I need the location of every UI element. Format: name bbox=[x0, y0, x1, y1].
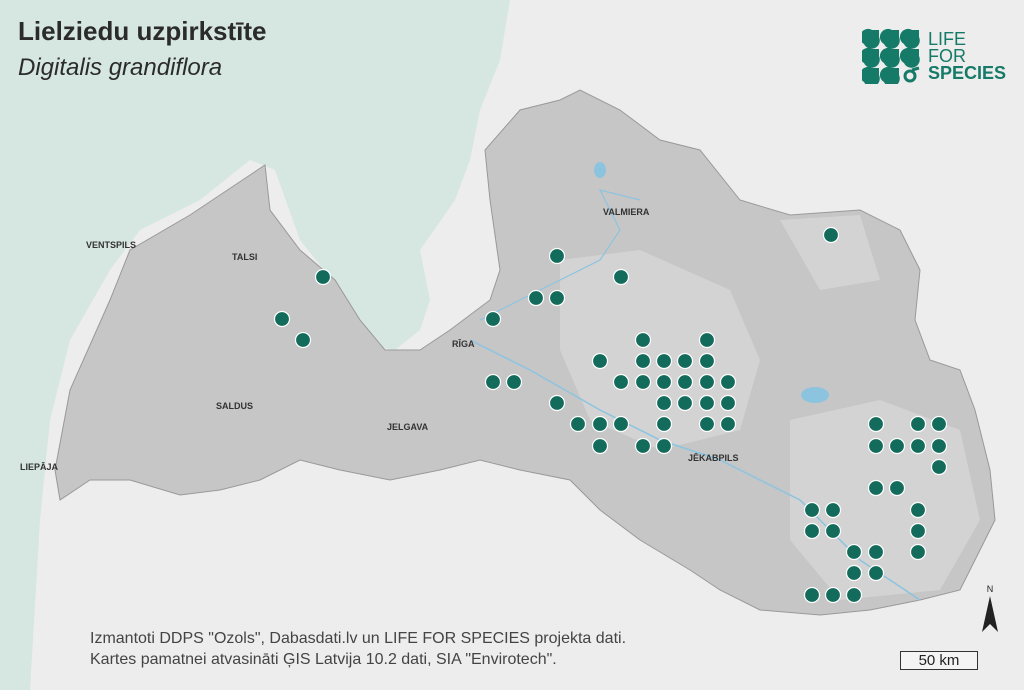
north-arrow-icon bbox=[982, 596, 998, 632]
occurrence-point bbox=[612, 415, 630, 433]
logo-line1: LIFE bbox=[928, 28, 967, 49]
occurrence-point bbox=[314, 268, 332, 286]
occurrence-point bbox=[822, 226, 840, 244]
occurrence-point bbox=[867, 564, 885, 582]
occurrence-point bbox=[676, 352, 694, 370]
city-label: TALSI bbox=[232, 252, 258, 262]
occurrence-point bbox=[824, 586, 842, 604]
occurrence-point bbox=[888, 437, 906, 455]
occurrence-point bbox=[612, 373, 630, 391]
occurrence-point bbox=[527, 289, 545, 307]
occurrence-point bbox=[909, 543, 927, 561]
occurrence-point bbox=[909, 522, 927, 540]
occurrence-point bbox=[548, 289, 566, 307]
occurrence-point bbox=[909, 437, 927, 455]
eastern-highlands bbox=[560, 215, 980, 600]
sea bbox=[0, 0, 510, 690]
city-label: RĪGA bbox=[452, 339, 475, 349]
life-for-species-logo: LIFE FOR SPECIES bbox=[862, 28, 1006, 84]
scale-bar: 50 km bbox=[900, 651, 978, 670]
occurrence-point bbox=[867, 437, 885, 455]
occurrence-point bbox=[655, 394, 673, 412]
occurrence-point bbox=[591, 352, 609, 370]
city-label: VENTSPILS bbox=[86, 240, 137, 250]
occurrence-point bbox=[484, 373, 502, 391]
occurrence-point bbox=[655, 352, 673, 370]
occurrence-point bbox=[655, 415, 673, 433]
occurrence-point bbox=[655, 373, 673, 391]
occurrence-point bbox=[612, 268, 630, 286]
occurrence-point bbox=[824, 501, 842, 519]
occurrence-point bbox=[548, 247, 566, 265]
occurrence-point bbox=[888, 479, 906, 497]
logo-line3: SPECIES bbox=[928, 62, 1007, 83]
occurrence-point bbox=[676, 373, 694, 391]
occurrence-point bbox=[698, 331, 716, 349]
occurrence-point bbox=[930, 437, 948, 455]
city-label: JĒKABPILS bbox=[688, 453, 739, 463]
logo-line2: FOR bbox=[928, 45, 966, 66]
occurrence-point bbox=[803, 586, 821, 604]
credits: Izmantoti DDPS "Ozols", Dabasdati.lv un … bbox=[90, 628, 626, 670]
credits-line2: Kartes pamatnei atvasināti ĢIS Latvija 1… bbox=[90, 651, 557, 668]
occurrence-point bbox=[676, 394, 694, 412]
occurrence-point bbox=[867, 415, 885, 433]
occurrence-point bbox=[824, 522, 842, 540]
occurrence-point bbox=[867, 543, 885, 561]
leaf-grid-icon bbox=[862, 28, 920, 84]
occurrence-point bbox=[698, 415, 716, 433]
occurrence-point bbox=[273, 310, 291, 328]
occurrence-point bbox=[719, 373, 737, 391]
north-label: N bbox=[986, 584, 994, 594]
occurrence-point bbox=[569, 415, 587, 433]
map-title: Lielziedu uzpirkstīte bbox=[18, 16, 267, 46]
lake bbox=[594, 162, 606, 178]
city-label: LIEPĀJA bbox=[20, 462, 59, 472]
occurrence-point bbox=[803, 501, 821, 519]
occurrence-point bbox=[719, 394, 737, 412]
occurrence-point bbox=[698, 394, 716, 412]
occurrence-point bbox=[930, 458, 948, 476]
occurrence-point bbox=[505, 373, 523, 391]
city-label: JELGAVA bbox=[387, 422, 429, 432]
occurrence-point bbox=[719, 415, 737, 433]
map-subtitle: Digitalis grandiflora bbox=[18, 54, 223, 81]
occurrence-point bbox=[484, 310, 502, 328]
occurrence-point bbox=[845, 586, 863, 604]
occurrence-point bbox=[803, 522, 821, 540]
occurrence-point bbox=[294, 331, 312, 349]
occurrence-point bbox=[930, 415, 948, 433]
latvia-territory bbox=[54, 89, 996, 616]
occurrence-point bbox=[698, 373, 716, 391]
city-label: SALDUS bbox=[216, 401, 254, 411]
occurrence-point bbox=[845, 564, 863, 582]
occurrence-point bbox=[655, 437, 673, 455]
lake bbox=[801, 387, 829, 403]
north-arrow: N bbox=[978, 584, 1002, 639]
occurrence-point bbox=[634, 352, 652, 370]
occurrence-point bbox=[909, 415, 927, 433]
occurrence-point bbox=[909, 501, 927, 519]
occurrence-point bbox=[845, 543, 863, 561]
credits-line1: Izmantoti DDPS "Ozols", Dabasdati.lv un … bbox=[90, 630, 627, 647]
city-label: VALMIERA bbox=[603, 207, 650, 217]
occurrence-point bbox=[698, 352, 716, 370]
occurrence-point bbox=[634, 331, 652, 349]
occurrence-point bbox=[548, 394, 566, 412]
occurrence-point bbox=[591, 415, 609, 433]
occurrence-point bbox=[867, 479, 885, 497]
occurrence-point bbox=[634, 437, 652, 455]
occurrence-point bbox=[591, 437, 609, 455]
occurrence-point bbox=[634, 373, 652, 391]
